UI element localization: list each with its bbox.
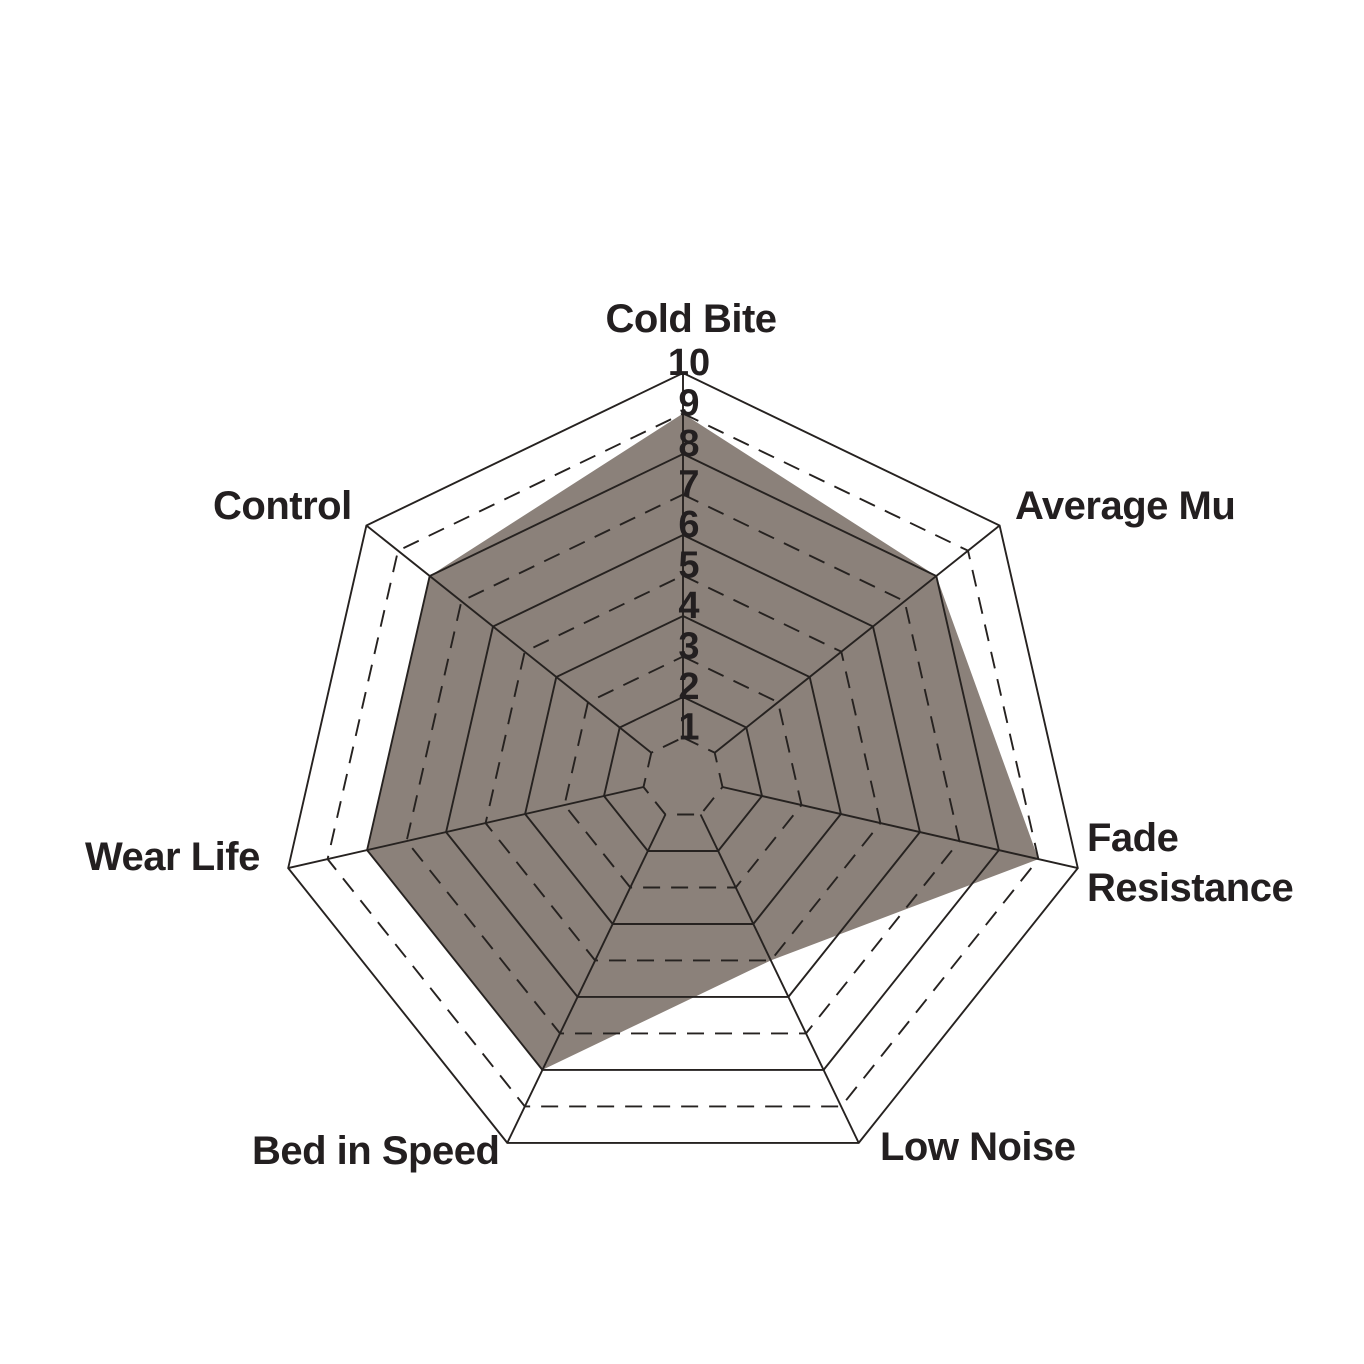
scale-tick-label: 7 <box>678 464 699 506</box>
axis-label-control: Control <box>213 484 352 528</box>
axis-label-low-noise: Low Noise <box>880 1125 1076 1169</box>
axis-label-average-mu: Average Mu <box>1015 484 1236 528</box>
grid-ring-dashed <box>563 655 803 889</box>
grid-ring-solid <box>602 695 764 852</box>
axis-label-fade-resistance: Fade Resistance <box>1087 816 1294 910</box>
scale-tick-label: 5 <box>678 545 699 587</box>
axis-spoke <box>365 524 652 754</box>
grid-ring-solid <box>287 371 1079 1144</box>
axis-label-cold-bite: Cold Bite <box>605 297 777 341</box>
scale-tick-label: 4 <box>678 585 699 627</box>
axis-spoke <box>287 786 644 870</box>
grid-ring-solid <box>366 452 1000 1071</box>
scale-tick-label: 10 <box>668 342 710 384</box>
grid-ring-dashed <box>326 412 1040 1108</box>
scale-tick-label: 6 <box>678 504 699 546</box>
scale-tick-label: 1 <box>678 707 699 749</box>
data-polygon <box>367 413 1039 1070</box>
scale-tick-label: 8 <box>678 423 699 465</box>
grid-ring-solid <box>445 533 921 998</box>
axis-spoke <box>714 524 1001 754</box>
grid-ring-dashed <box>642 736 724 816</box>
scale-tick-label: 3 <box>678 626 699 668</box>
axis-label-bed-in-speed: Bed in Speed <box>252 1129 500 1173</box>
grid-ring-dashed <box>405 493 961 1035</box>
grid-ring-solid <box>524 614 842 925</box>
grid-ring-dashed <box>484 574 882 962</box>
axis-label-wear-life: Wear Life <box>85 835 260 879</box>
scale-tick-label: 9 <box>678 383 699 425</box>
axis-spoke <box>699 814 860 1144</box>
axis-spoke <box>506 814 667 1144</box>
axis-spoke <box>722 786 1079 870</box>
scale-tick-label: 2 <box>678 666 699 708</box>
